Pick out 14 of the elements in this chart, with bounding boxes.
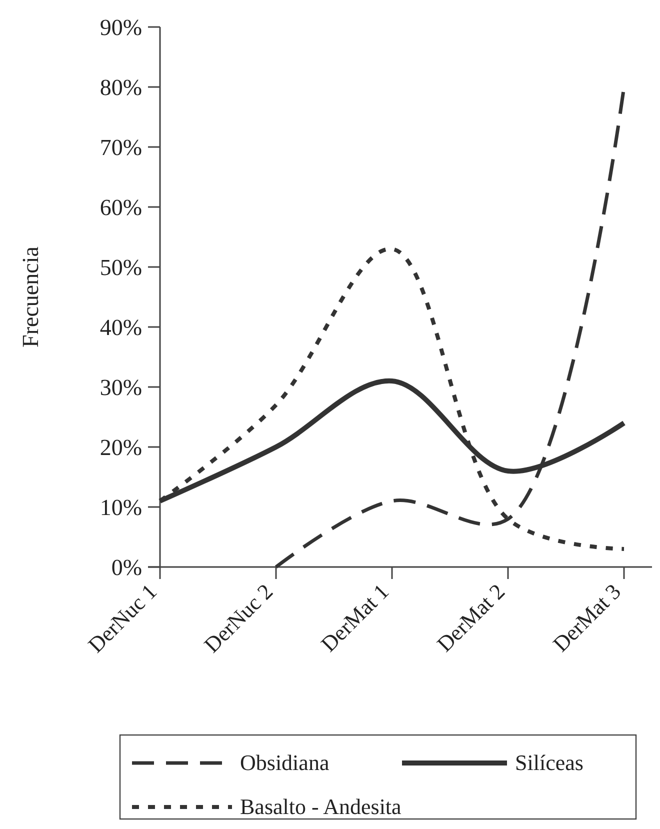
y-tick-label: 90% — [100, 15, 142, 40]
y-tick-label: 80% — [100, 75, 142, 100]
y-tick-label: 40% — [100, 315, 142, 340]
y-tick-label: 60% — [100, 195, 142, 220]
y-tick-label: 30% — [100, 375, 142, 400]
legend-label: Basalto - Andesita — [240, 794, 402, 819]
y-axis-title: Frecuencia — [18, 246, 43, 348]
y-tick-label: 70% — [100, 135, 142, 160]
y-tick-label: 20% — [100, 435, 142, 460]
legend-label: Obsidiana — [240, 750, 330, 775]
legend-label: Silíceas — [515, 750, 584, 775]
y-tick-label: 0% — [111, 555, 142, 580]
y-tick-label: 10% — [100, 495, 142, 520]
y-tick-label: 50% — [100, 255, 142, 280]
